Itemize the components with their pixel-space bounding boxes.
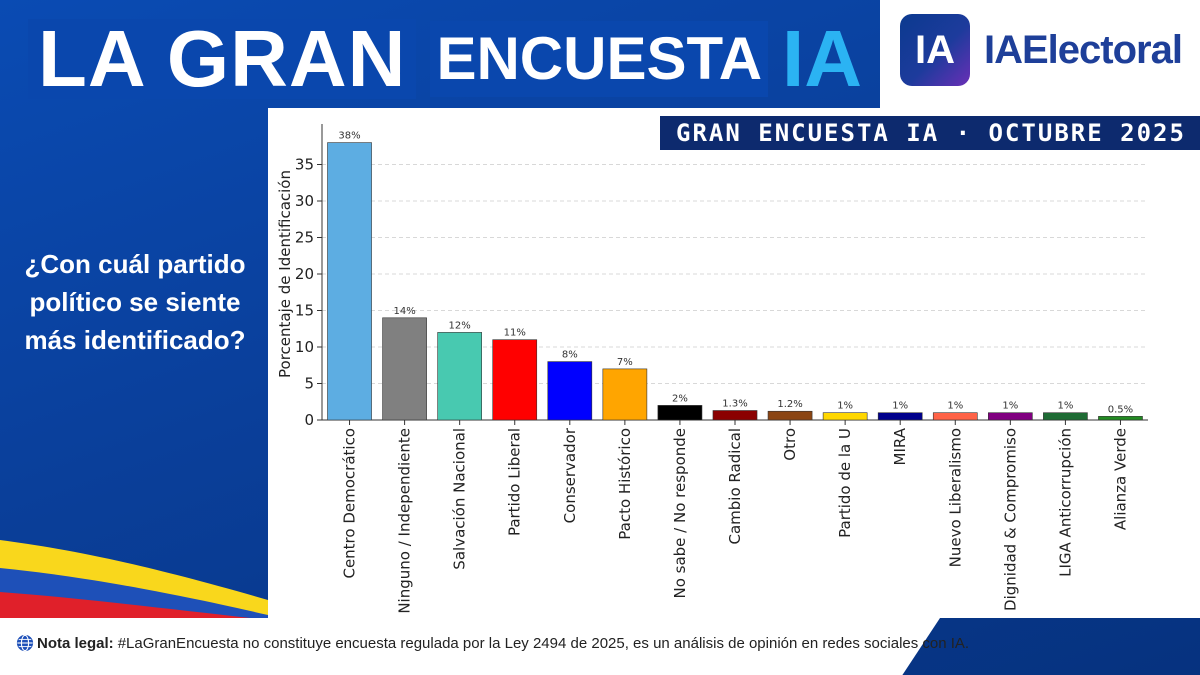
- data-label: 1.2%: [777, 399, 802, 410]
- footer: Nota legal: #LaGranEncuesta no constituy…: [0, 618, 1200, 675]
- y-axis-label: Porcentaje de Identificación: [276, 170, 294, 378]
- x-tick-label: MIRA: [891, 427, 909, 465]
- flag-stripes: [0, 540, 268, 620]
- data-label: 1.3%: [722, 399, 747, 410]
- y-tick-label: 30: [295, 192, 314, 210]
- bar: [712, 410, 758, 421]
- data-label: 1%: [947, 401, 963, 412]
- data-label: 11%: [504, 328, 526, 339]
- data-label: 7%: [617, 357, 633, 368]
- brand-logo-icon: IA: [900, 14, 970, 86]
- y-tick-label: 15: [295, 302, 314, 320]
- x-tick-label: Otro: [781, 428, 799, 461]
- y-tick-label: 5: [304, 375, 314, 393]
- data-label: 1%: [892, 401, 908, 412]
- x-tick-label: Alianza Verde: [1111, 428, 1129, 530]
- data-label: 14%: [393, 306, 415, 317]
- title-part-3: IA: [782, 14, 863, 103]
- data-label: 38%: [338, 131, 360, 142]
- title-part-1: LA GRAN: [28, 19, 417, 99]
- bar: [657, 405, 703, 421]
- y-tick-label: 25: [295, 229, 314, 247]
- bar: [547, 361, 593, 421]
- data-label: 1%: [1002, 401, 1018, 412]
- x-tick-label: LIGA Anticorrupción: [1056, 428, 1074, 577]
- bar: [932, 412, 978, 421]
- bar: [988, 412, 1033, 421]
- x-tick-label: Partido Liberal: [506, 428, 524, 536]
- y-tick-label: 0: [304, 411, 314, 429]
- chart-panel: 0 5 10 15 20 25 30 35 Porcentaje de Identificaci…: [268, 108, 1200, 618]
- x-tick-label: Salvación Nacional: [451, 428, 469, 570]
- data-label: 2%: [672, 393, 688, 404]
- x-tick-label: Cambio Radical: [726, 428, 744, 545]
- bar: [1098, 416, 1143, 421]
- data-label: 8%: [562, 350, 578, 361]
- x-tick-label: Conservador: [561, 427, 579, 523]
- x-tick-label: Pacto Histórico: [616, 428, 634, 540]
- x-tick-label: Partido de la U: [836, 428, 854, 538]
- bar: [602, 368, 648, 421]
- data-label: 0.5%: [1108, 404, 1133, 415]
- y-tick-label: 10: [295, 338, 314, 356]
- footer-panel: [0, 618, 940, 675]
- x-tick-label: Nuevo Liberalismo: [946, 428, 964, 567]
- bar: [327, 142, 372, 421]
- x-tick-label: Centro Democrático: [341, 428, 359, 579]
- x-tick-label: Dignidad & Compromiso: [1001, 428, 1019, 611]
- y-tick-label: 20: [295, 265, 314, 283]
- data-label: 1%: [1057, 401, 1073, 412]
- chart-banner: GRAN ENCUESTA IA · OCTUBRE 2025: [660, 116, 1200, 150]
- title-part-2: ENCUESTA: [430, 21, 769, 97]
- bar: [767, 410, 813, 421]
- bar: [822, 412, 868, 421]
- y-tick-label: 35: [295, 156, 314, 174]
- legal-note-label: Nota legal:: [37, 634, 114, 652]
- bar: [1043, 412, 1088, 421]
- bar: [382, 317, 427, 421]
- brand-name: IAElectoral: [984, 28, 1183, 72]
- legal-note: Nota legal: #LaGranEncuesta no constituy…: [16, 634, 969, 652]
- data-label: 1%: [837, 401, 853, 412]
- x-tick-label: No sabe / No responde: [671, 428, 689, 599]
- data-label: 12%: [449, 320, 471, 331]
- x-tick-label: Ninguno / Independiente: [396, 428, 414, 614]
- bar: [437, 332, 482, 421]
- legal-note-text: #LaGranEncuesta no constituye encuesta r…: [117, 634, 970, 652]
- logo-panel: IA IAElectoral: [880, 0, 1200, 108]
- globe-icon: [16, 634, 34, 652]
- bar: [877, 412, 923, 421]
- bar: [492, 339, 538, 421]
- page-title: LA GRAN ENCUESTA IA: [28, 10, 878, 108]
- survey-question: ¿Con cuál partido político se siente más…: [24, 249, 246, 355]
